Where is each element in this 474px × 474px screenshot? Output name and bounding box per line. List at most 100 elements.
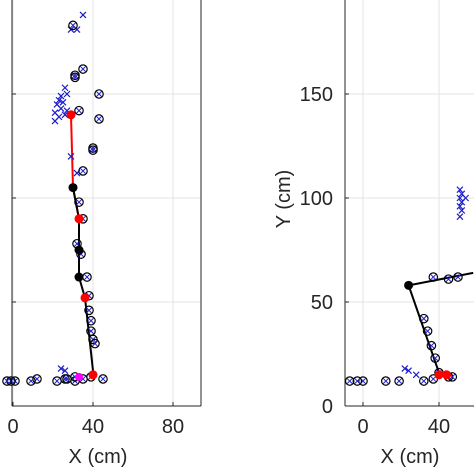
left-tick-labels: 0 40 80 [7,416,184,438]
cross-point [79,11,87,19]
cross-stroke [456,194,464,202]
cross-stroke [412,371,420,379]
circle-inner-cross [72,74,78,81]
circle-inner-cross [76,107,82,114]
cross-stroke [61,84,69,92]
left-plot-area [0,0,201,406]
cross-stroke [456,202,464,210]
cross-stroke [61,367,69,375]
circle-inner-cross [100,376,106,382]
circle-x-point [98,374,108,384]
circle-inner-cross [424,328,431,335]
circle-outline [418,313,429,324]
circle-outline [94,89,104,99]
cross-stroke [59,98,67,106]
joint-red-point [80,293,90,303]
circle-outline [443,274,454,284]
cross-point [456,202,464,210]
y-tick-label: 100 [300,188,333,210]
circle-outline [358,376,368,386]
joint-red-point [88,370,98,380]
y-tick-label: 150 [300,84,333,106]
circle-x-point [394,376,404,386]
joint-black-point [68,183,78,193]
circle-outline [52,376,62,386]
cross-point [63,90,71,98]
circle-outline [380,376,391,386]
cross-stroke [73,26,81,33]
right-tick-labels: 0 40 0 50 100 150 [300,84,451,438]
circle-inner-cross [90,147,96,154]
circle-inner-cross [54,378,60,384]
cross-stroke [57,365,65,372]
circle-outline [98,374,108,384]
circle-x-point [380,376,391,386]
cross-point [57,92,65,100]
cross-point [55,96,63,104]
cross-stroke [456,213,464,221]
circle-outline [453,272,463,282]
circle-inner-cross [354,378,361,384]
circle-x-point [90,338,100,349]
cross-stroke [458,207,466,214]
circle-outline [418,376,429,386]
cross-stroke [79,11,87,19]
y-tick-label: 50 [311,292,333,314]
circle-inner-cross [80,168,86,174]
cross-point [57,365,65,372]
cross-point [401,365,409,372]
circle-x-point [88,145,98,155]
circle-outline [426,340,437,351]
circle-outline [344,376,355,386]
cross-stroke [53,100,61,108]
cross-stroke [458,190,466,198]
circle-x-point [453,272,463,282]
right-data-marks [344,186,474,386]
cross-point [67,152,75,160]
circle-inner-cross [346,378,353,384]
x-tick-label: 80 [162,416,184,438]
cross-stroke [51,117,59,125]
joint-red-point [442,370,452,380]
circle-x-point [94,89,104,99]
left-axes [11,0,202,407]
cross-stroke [55,96,63,104]
cross-stroke [63,107,71,115]
circle-inner-cross [420,378,427,384]
circle-x-point [94,114,104,124]
circle-outline [2,376,12,386]
cross-point [57,105,65,112]
circle-x-point [430,353,440,363]
circle-x-point [344,376,355,386]
circle-inner-cross [4,378,10,384]
circle-outline [78,64,88,74]
joint-red-point [66,110,76,120]
right-x-axis-label: X (cm) [381,446,440,468]
cross-point [456,194,464,202]
circle-outline [428,272,439,282]
cross-point [456,213,464,221]
right-plot-area [343,0,474,406]
circle-outline [352,376,363,386]
circle-x-point [52,376,62,386]
circle-outline [26,376,36,386]
cross-stroke [405,367,413,375]
circle-x-point [2,376,12,386]
circle-outline [430,353,440,363]
circle-x-point [78,166,88,176]
circle-x-point [86,315,96,326]
cross-point [59,98,67,106]
cross-point [456,186,464,194]
circle-x-point [68,20,78,31]
joint-black-point [404,280,414,290]
cross-point [412,371,420,379]
circle-inner-cross [428,342,435,349]
circle-inner-cross [28,378,34,384]
left-data-marks [2,11,108,386]
cross-point [61,367,69,375]
y-tick-label: 0 [322,396,333,418]
circle-x-point [418,313,429,324]
circle-x-point [70,72,80,83]
x-tick-label: 40 [428,416,450,438]
circle-outline [422,326,433,336]
